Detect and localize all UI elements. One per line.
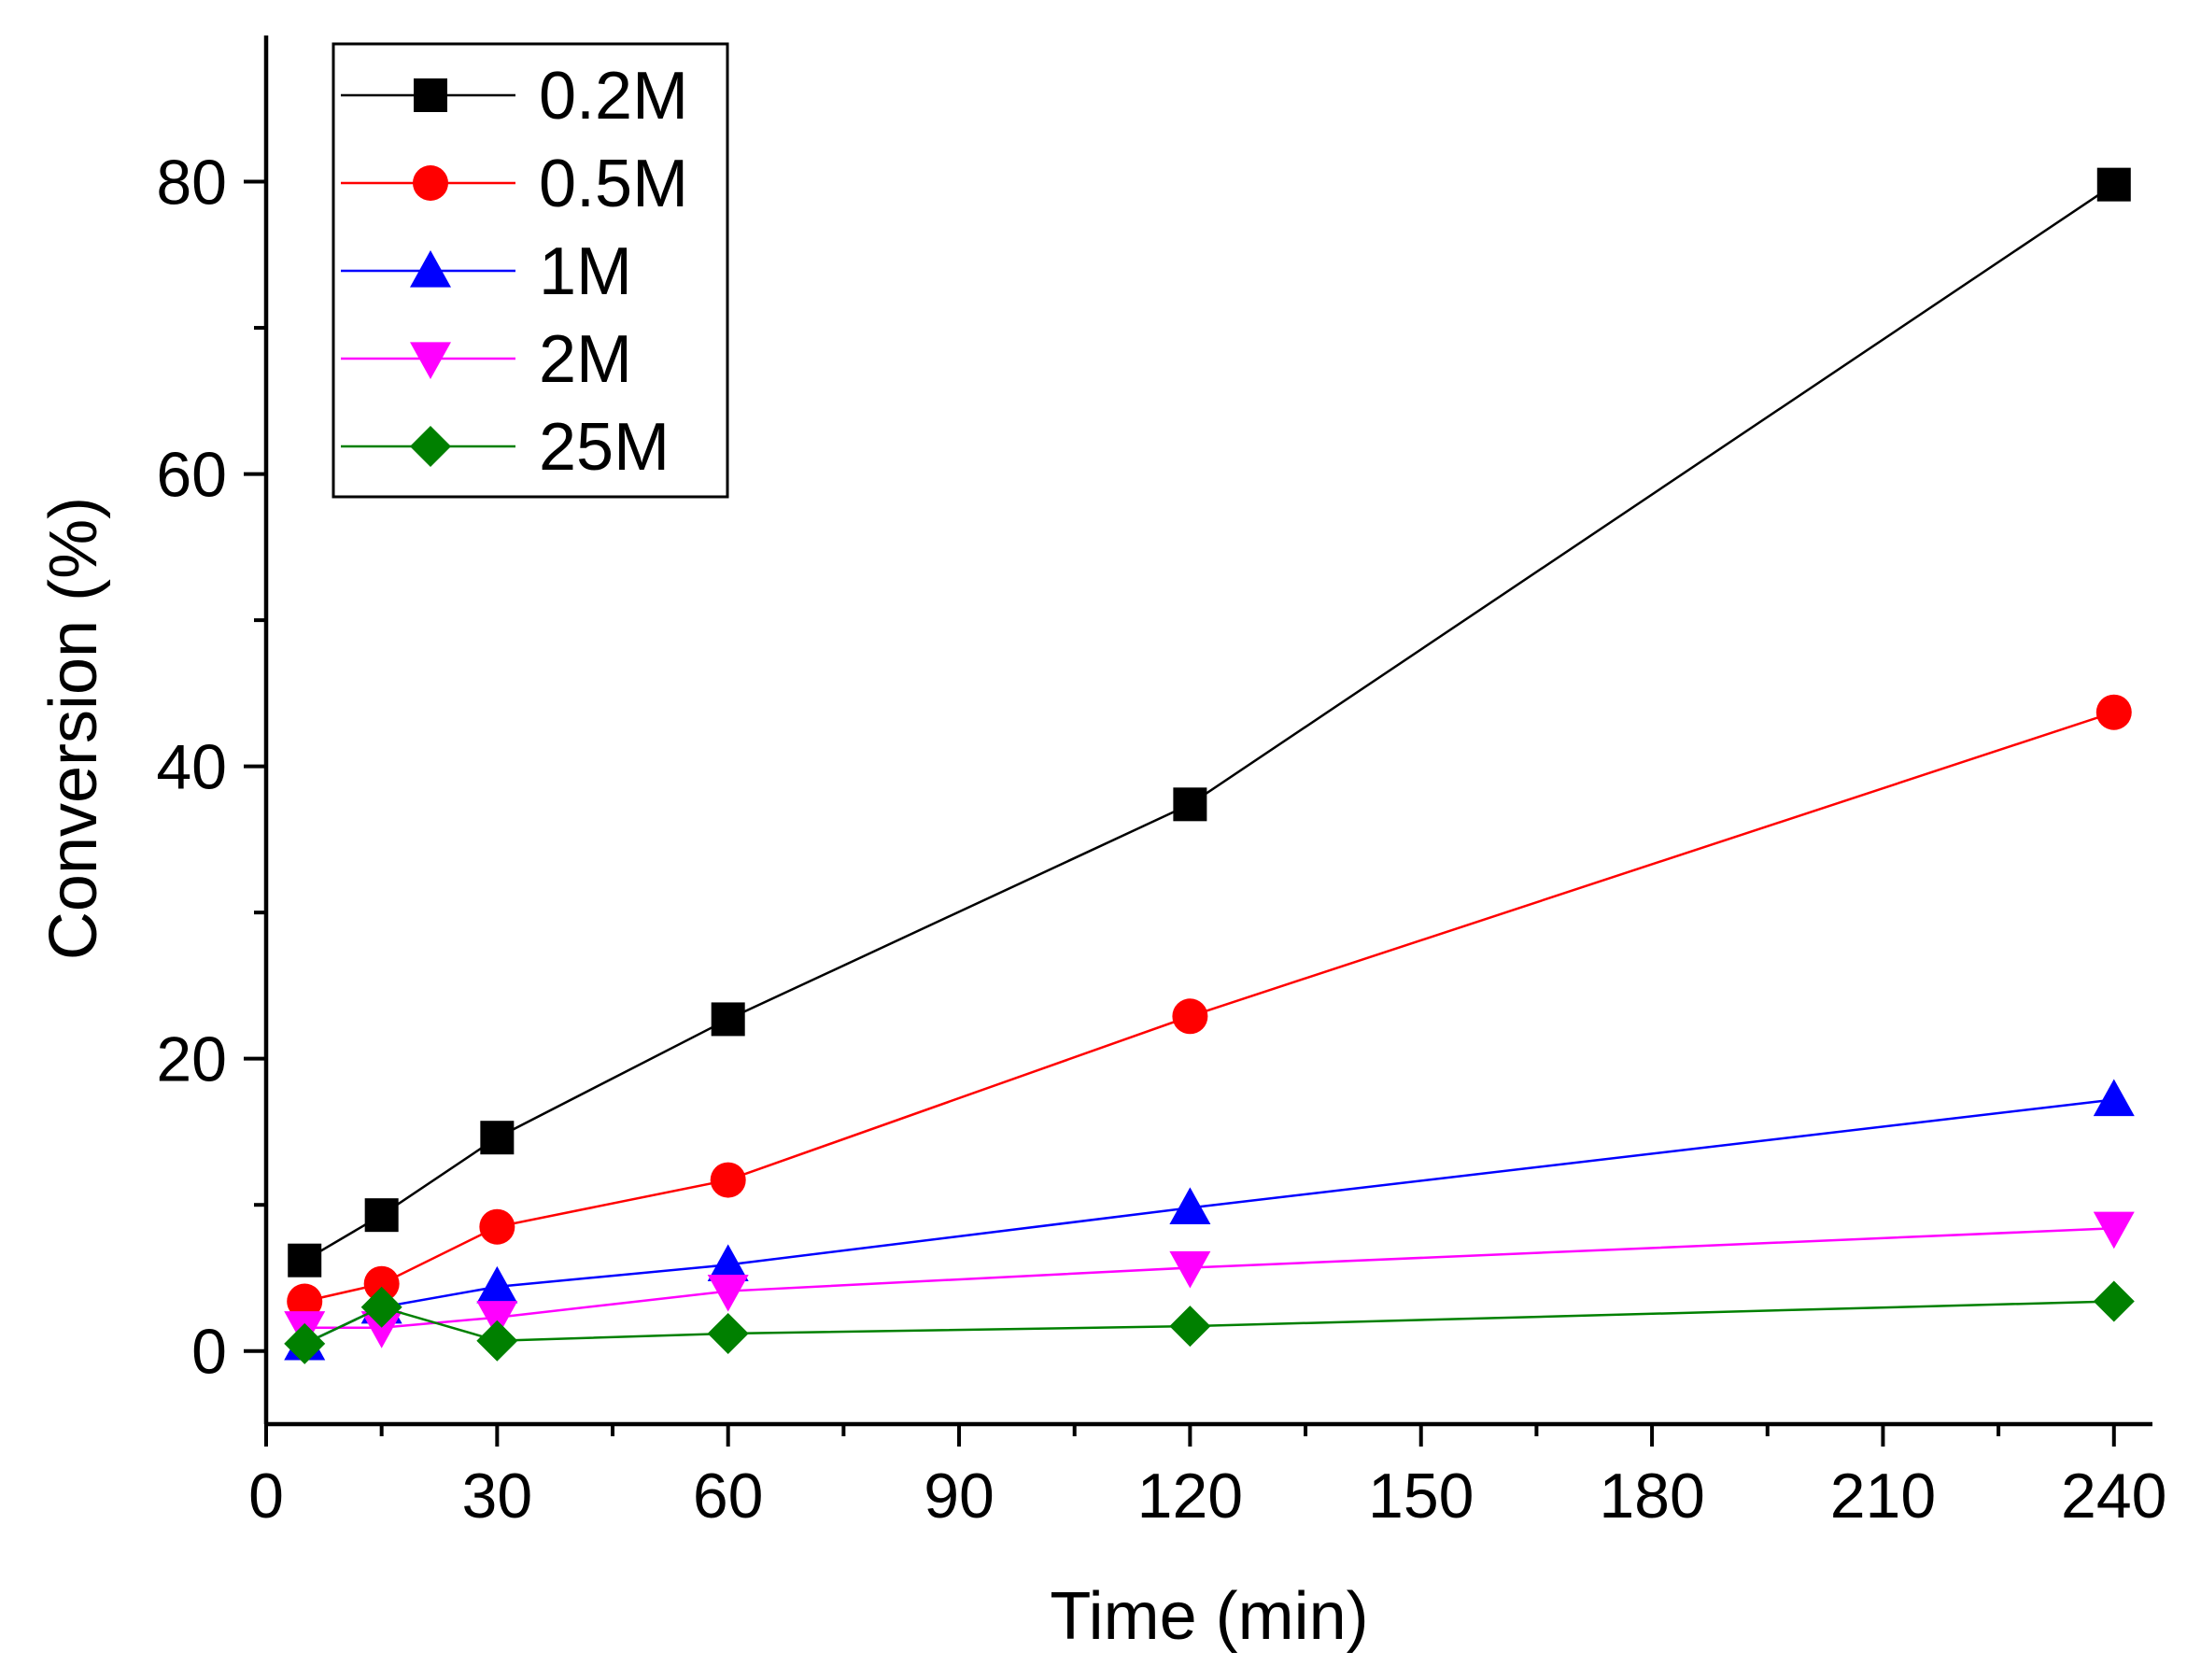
data-point — [360, 1311, 402, 1348]
legend-entry: 1M — [341, 234, 632, 309]
y-tick-label: 20 — [156, 1024, 227, 1095]
data-point — [707, 1312, 749, 1354]
legend-label: 1M — [539, 234, 632, 309]
data-point — [711, 1002, 745, 1037]
legend-entry: 2M — [341, 322, 632, 397]
data-point — [1169, 1250, 1211, 1289]
data-point — [476, 1265, 518, 1304]
x-tick-label: 0 — [248, 1461, 284, 1532]
data-point — [707, 1274, 749, 1312]
data-point — [2095, 694, 2132, 730]
data-point — [2093, 1079, 2135, 1117]
data-point — [364, 1198, 399, 1233]
legend-marker — [410, 250, 451, 288]
data-point — [287, 1283, 323, 1320]
data-point — [1172, 998, 1208, 1035]
data-point — [363, 1265, 400, 1302]
x-tick-label: 30 — [462, 1461, 533, 1532]
legend-label: 0.5M — [539, 147, 688, 221]
legend-entry: 0.2M — [341, 59, 688, 134]
x-tick-label: 90 — [924, 1461, 995, 1532]
x-tick-label: 60 — [693, 1461, 764, 1532]
y-tick-label: 60 — [156, 440, 227, 511]
x-axis-title: Time (min) — [1050, 1579, 1368, 1654]
data-point — [479, 1208, 515, 1245]
data-point — [360, 1286, 402, 1328]
axes: 0 30 60 90 120 150 180 210 240 0 20 40 60 80 — [156, 35, 2167, 1532]
x-tick-label: 120 — [1137, 1461, 1243, 1532]
x-tick-label: 210 — [1830, 1461, 1936, 1532]
y-tick-label: 80 — [156, 148, 227, 219]
y-axis-title: Conversion (%) — [36, 497, 111, 960]
data-point — [2093, 1280, 2135, 1322]
data-point — [1169, 1187, 1211, 1224]
series-1m — [284, 1079, 2135, 1361]
legend-marker — [413, 165, 448, 201]
y-tick-label: 40 — [156, 732, 227, 803]
data-point — [2096, 167, 2131, 202]
data-point — [480, 1121, 515, 1155]
legend-entry: 25M — [341, 410, 670, 485]
data-point — [1173, 787, 1207, 822]
legend-marker — [410, 342, 451, 379]
data-point — [2093, 1211, 2135, 1249]
legend-label: 2M — [539, 322, 632, 397]
x-tick-label: 240 — [2061, 1461, 2166, 1532]
legend-marker — [414, 78, 447, 112]
legend-marker — [410, 426, 451, 467]
series-line — [304, 1227, 2114, 1329]
data-point — [707, 1244, 749, 1281]
legend-entry: 0.5M — [341, 147, 688, 221]
x-tick-label: 180 — [1599, 1461, 1704, 1532]
data-point — [476, 1320, 518, 1362]
y-tick-label: 0 — [191, 1317, 227, 1388]
series-0-5m — [287, 694, 2132, 1320]
series-25m — [284, 1280, 2135, 1364]
data-point — [710, 1162, 746, 1198]
data-point — [476, 1301, 518, 1338]
data-point — [284, 1322, 326, 1364]
series-layer — [284, 167, 2135, 1364]
series-line — [303, 1098, 2114, 1346]
data-point — [288, 1243, 322, 1278]
legend-label: 0.2M — [539, 59, 688, 134]
legend: 0.2M 0.5M 1M 2M 25M — [332, 42, 729, 499]
data-point — [1169, 1306, 1211, 1348]
series-line — [303, 711, 2115, 1303]
x-tick-label: 150 — [1368, 1461, 1474, 1532]
series-0-2m — [288, 167, 2131, 1278]
legend-label: 25M — [539, 410, 670, 485]
